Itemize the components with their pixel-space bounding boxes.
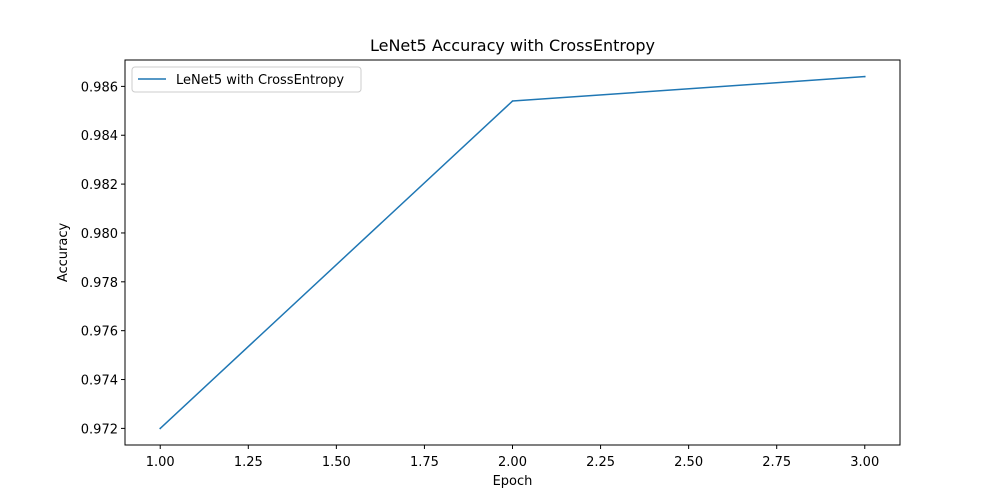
- x-tick-label: 1.50: [322, 455, 351, 470]
- x-tick-label: 2.25: [586, 455, 615, 470]
- legend-label: LeNet5 with CrossEntropy: [176, 73, 344, 88]
- data-point: [159, 427, 161, 430]
- x-tick-label: 1.75: [410, 455, 439, 470]
- y-tick-label: 0.972: [81, 422, 118, 437]
- y-tick-label: 0.974: [81, 374, 118, 389]
- legend: LeNet5 with CrossEntropy: [131, 66, 362, 93]
- x-axis-label: Epoch: [493, 474, 533, 489]
- y-tick-label: 0.976: [81, 325, 118, 340]
- data-point: [864, 75, 866, 78]
- x-tick-label: 1.25: [234, 455, 263, 470]
- x-tick-label: 2.75: [762, 455, 791, 470]
- y-axis-ticks: 0.972 0.974 0.976 0.978 0.980 0.982 0.984 0.986: [81, 80, 125, 437]
- x-tick-label: 2.00: [498, 455, 527, 470]
- plot-frame: [124, 59, 901, 446]
- y-tick-label: 0.978: [81, 276, 118, 291]
- y-tick-label: 0.984: [81, 129, 118, 144]
- x-tick-label: 2.50: [674, 455, 703, 470]
- x-tick-label: 3.00: [850, 455, 879, 470]
- chart-title: LeNet5 Accuracy with CrossEntropy: [370, 36, 655, 55]
- series-layer: [159, 75, 866, 430]
- y-tick-label: 0.986: [81, 80, 118, 95]
- x-axis-ticks: 1.00 1.25 1.50 1.75 2.00 2.25 2.50 2.75 3.00: [146, 445, 879, 470]
- x-tick-label: 1.00: [146, 455, 175, 470]
- y-tick-label: 0.982: [81, 178, 118, 193]
- y-axis-label: Accuracy: [56, 223, 71, 283]
- data-point: [511, 100, 514, 102]
- legend-box: [131, 66, 362, 93]
- y-tick-label: 0.980: [81, 227, 118, 242]
